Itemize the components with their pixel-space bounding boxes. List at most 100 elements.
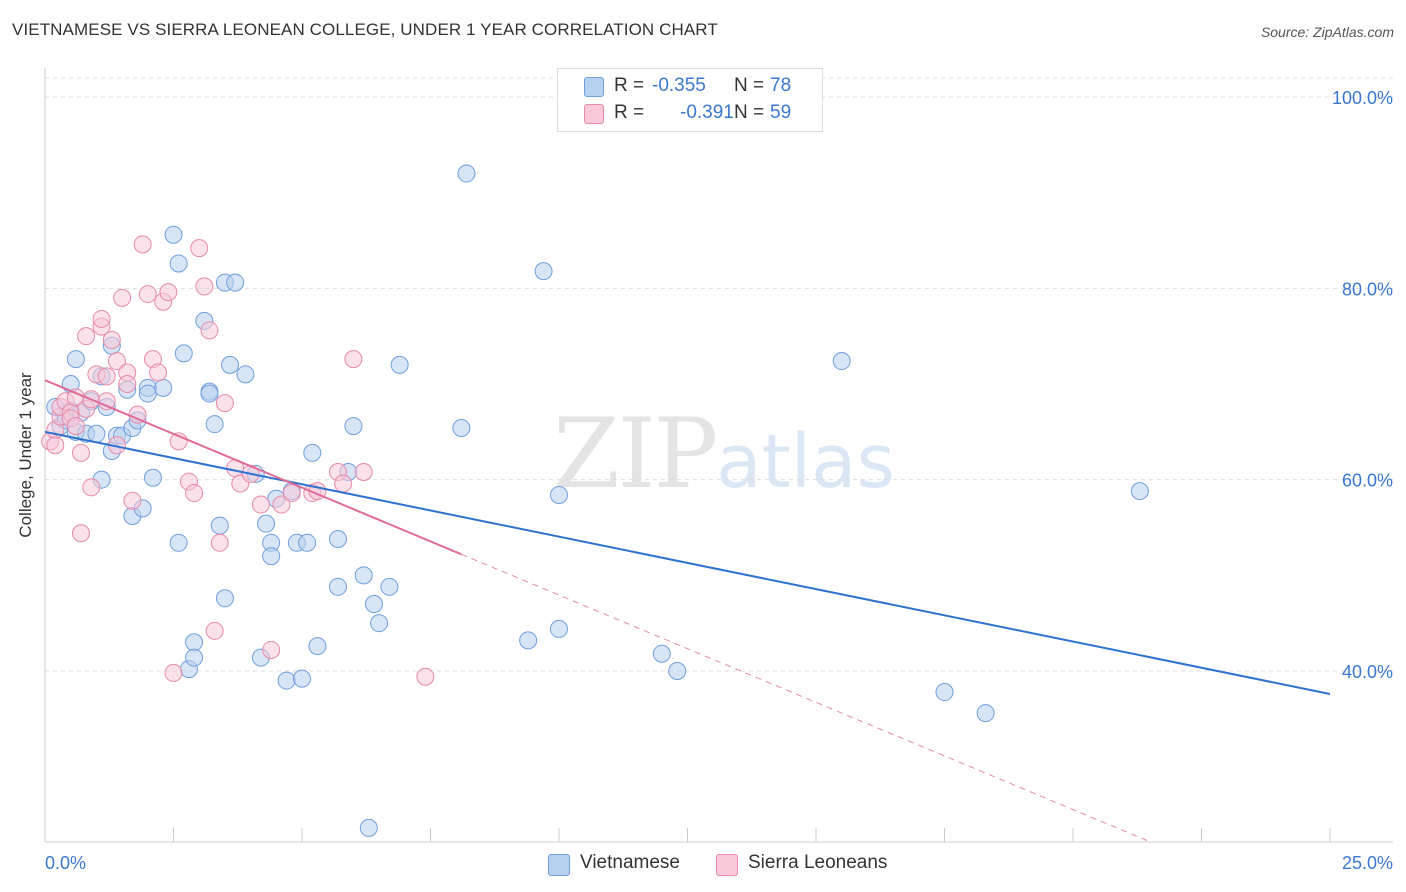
legend-label-sierra-leoneans: Sierra Leoneans xyxy=(748,852,888,873)
point-vietnamese xyxy=(359,818,378,837)
point-sierra-leoneans xyxy=(282,484,301,503)
point-vietnamese xyxy=(534,262,553,281)
y-tick-label: 100.0% xyxy=(1332,88,1393,108)
point-vietnamese xyxy=(457,164,476,183)
point-vietnamese xyxy=(174,344,193,363)
point-sierra-leoneans xyxy=(416,667,435,686)
trendline-extension-sierra-leoneans xyxy=(461,553,1151,843)
point-vietnamese xyxy=(832,352,851,371)
point-vietnamese xyxy=(236,365,255,384)
point-vietnamese xyxy=(298,533,317,552)
y-tick-label: 40.0% xyxy=(1342,662,1393,682)
point-vietnamese xyxy=(364,595,383,614)
point-sierra-leoneans xyxy=(185,484,204,503)
legend-n-label: N = xyxy=(734,75,765,96)
point-vietnamese xyxy=(344,417,363,436)
x-tick-label: 25.0% xyxy=(1342,853,1393,873)
point-sierra-leoneans xyxy=(334,474,353,493)
point-vietnamese xyxy=(308,637,327,656)
point-vietnamese xyxy=(169,254,188,273)
point-vietnamese xyxy=(328,577,347,596)
point-vietnamese xyxy=(215,589,234,608)
legend-r-label: R = xyxy=(614,102,645,123)
point-vietnamese xyxy=(652,644,671,663)
point-vietnamese xyxy=(138,384,157,403)
point-sierra-leoneans xyxy=(190,239,209,258)
y-axis-label: College, Under 1 year xyxy=(16,372,35,538)
point-sierra-leoneans xyxy=(262,640,281,659)
point-vietnamese xyxy=(221,355,240,374)
point-sierra-leoneans xyxy=(97,392,116,411)
point-vietnamese xyxy=(935,683,954,702)
point-sierra-leoneans xyxy=(77,327,96,346)
legend-r-label: R = xyxy=(614,75,645,96)
point-vietnamese xyxy=(277,671,296,690)
x-tick-label: 0.0% xyxy=(45,853,86,873)
point-vietnamese xyxy=(976,704,995,723)
legend-swatch-pink xyxy=(716,854,738,876)
point-vietnamese xyxy=(328,529,347,548)
point-vietnamese xyxy=(550,619,568,638)
legend-n-value: 59 xyxy=(770,102,792,123)
legend-n-value: 78 xyxy=(770,75,792,96)
point-vietnamese xyxy=(370,614,389,633)
point-sierra-leoneans xyxy=(71,443,90,462)
point-vietnamese xyxy=(257,514,276,533)
point-sierra-leoneans xyxy=(344,350,363,369)
correlation-legend: R = -0.355 N = 78 R = -0.391 N = 59 xyxy=(557,68,823,132)
point-sierra-leoneans xyxy=(215,394,234,413)
series-legend: Vietnamese Sierra Leoneans xyxy=(0,852,1406,878)
point-vietnamese xyxy=(452,419,471,438)
point-vietnamese xyxy=(185,648,204,667)
point-vietnamese xyxy=(205,415,224,434)
watermark: ZIPatlas xyxy=(553,398,895,510)
point-sierra-leoneans xyxy=(205,621,224,640)
legend-swatch-blue xyxy=(584,77,604,97)
point-vietnamese xyxy=(200,384,219,403)
point-vietnamese xyxy=(390,355,409,374)
point-vietnamese xyxy=(226,273,245,292)
point-sierra-leoneans xyxy=(200,321,219,340)
point-vietnamese xyxy=(519,631,538,650)
point-vietnamese xyxy=(293,669,311,688)
point-vietnamese xyxy=(169,533,188,552)
watermark-atlas: atlas xyxy=(716,419,896,505)
legend-r-value: -0.391 xyxy=(680,102,734,123)
point-sierra-leoneans xyxy=(138,285,157,304)
point-vietnamese xyxy=(668,662,687,680)
watermark-zip: ZIP xyxy=(553,398,718,510)
point-sierra-leoneans xyxy=(272,495,291,514)
point-sierra-leoneans xyxy=(71,524,90,543)
point-vietnamese xyxy=(303,443,322,462)
point-sierra-leoneans xyxy=(118,375,137,393)
y-tick-label: 80.0% xyxy=(1342,279,1393,299)
point-vietnamese xyxy=(210,516,229,535)
trendline-vietnamese xyxy=(44,430,1331,695)
point-vietnamese xyxy=(354,566,373,585)
point-vietnamese xyxy=(164,225,183,244)
source-label: Source: ZipAtlas.com xyxy=(1260,24,1394,40)
trendline-sierra-leoneans xyxy=(44,379,462,556)
point-sierra-leoneans xyxy=(159,283,178,302)
point-vietnamese xyxy=(550,485,568,504)
point-sierra-leoneans xyxy=(354,463,373,482)
point-vietnamese xyxy=(262,547,281,566)
point-sierra-leoneans xyxy=(102,330,121,349)
point-vietnamese xyxy=(185,633,204,652)
point-sierra-leoneans xyxy=(113,288,132,307)
y-tick-label: 60.0% xyxy=(1342,471,1393,491)
point-vietnamese xyxy=(66,350,85,369)
point-sierra-leoneans xyxy=(107,352,126,371)
point-sierra-leoneans xyxy=(97,367,116,386)
point-sierra-leoneans xyxy=(164,663,183,682)
point-sierra-leoneans xyxy=(195,277,214,296)
point-sierra-leoneans xyxy=(92,309,111,328)
point-vietnamese xyxy=(87,424,106,443)
point-vietnamese xyxy=(1130,482,1149,501)
point-vietnamese xyxy=(154,378,173,397)
point-sierra-leoneans xyxy=(210,533,229,552)
point-sierra-leoneans xyxy=(123,491,142,510)
legend-n-label: N = xyxy=(734,102,765,123)
point-sierra-leoneans xyxy=(133,235,152,254)
